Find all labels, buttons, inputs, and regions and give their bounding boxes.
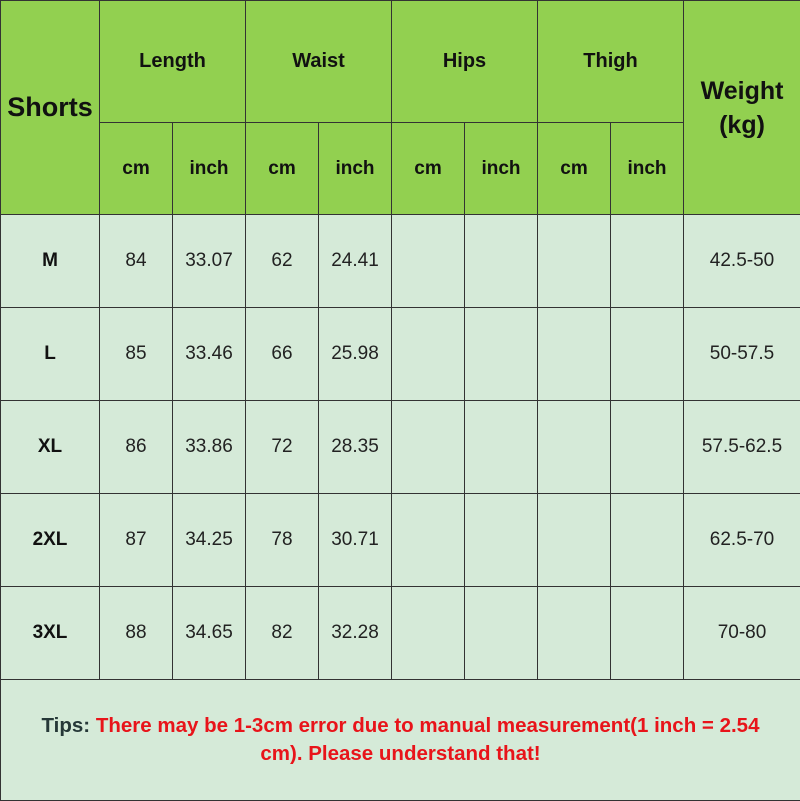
weight-cell: 42.5-50 [684, 215, 800, 308]
unit-header: cm [538, 123, 611, 215]
measurement-cell: 33.07 [173, 215, 246, 308]
measurement-cell: 33.46 [173, 308, 246, 401]
measurement-cell: 88 [100, 587, 173, 680]
measurement-cell [538, 494, 611, 587]
weight-cell: 70-80 [684, 587, 800, 680]
measurement-cell [465, 308, 538, 401]
thigh-header: Thigh [538, 1, 684, 123]
size-cell: L [1, 308, 100, 401]
measurement-cell [538, 308, 611, 401]
waist-header: Waist [246, 1, 392, 123]
measurement-cell [465, 215, 538, 308]
size-cell: M [1, 215, 100, 308]
length-header: Length [100, 1, 246, 123]
measurement-cell: 62 [246, 215, 319, 308]
unit-header: inch [319, 123, 392, 215]
measurement-cell [611, 587, 684, 680]
measurement-cell [392, 308, 465, 401]
weight-label: Weight [684, 74, 800, 108]
measurement-cell: 66 [246, 308, 319, 401]
measurement-cell [465, 401, 538, 494]
measurement-cell: 84 [100, 215, 173, 308]
measurement-cell [538, 215, 611, 308]
measurement-cell [538, 587, 611, 680]
weight-header: Weight (kg) [684, 1, 800, 215]
measurement-cell: 78 [246, 494, 319, 587]
unit-header: cm [246, 123, 319, 215]
measurement-cell [611, 308, 684, 401]
measurement-cell: 72 [246, 401, 319, 494]
unit-header: cm [100, 123, 173, 215]
measurement-cell: 34.65 [173, 587, 246, 680]
measurement-cell: 32.28 [319, 587, 392, 680]
weight-cell: 62.5-70 [684, 494, 800, 587]
measurement-cell [611, 401, 684, 494]
category-header: Shorts [1, 1, 100, 215]
measurement-cell: 25.98 [319, 308, 392, 401]
measurement-cell: 85 [100, 308, 173, 401]
measurement-cell [465, 587, 538, 680]
unit-header: inch [465, 123, 538, 215]
unit-header: inch [611, 123, 684, 215]
weight-unit: (kg) [684, 108, 800, 142]
measurement-cell [465, 494, 538, 587]
tips-label: Tips: [42, 714, 91, 737]
measurement-cell [392, 587, 465, 680]
weight-cell: 50-57.5 [684, 308, 800, 401]
hips-header: Hips [392, 1, 538, 123]
measurement-cell [392, 215, 465, 308]
measurement-cell: 34.25 [173, 494, 246, 587]
size-cell: 3XL [1, 587, 100, 680]
tips-text: There may be 1-3cm error due to manual m… [96, 714, 760, 765]
size-cell: XL [1, 401, 100, 494]
unit-header: cm [392, 123, 465, 215]
measurement-cell: 86 [100, 401, 173, 494]
measurement-cell: 28.35 [319, 401, 392, 494]
measurement-cell: 24.41 [319, 215, 392, 308]
measurement-cell: 30.71 [319, 494, 392, 587]
measurement-cell: 33.86 [173, 401, 246, 494]
measurement-cell [392, 401, 465, 494]
size-cell: 2XL [1, 494, 100, 587]
weight-cell: 57.5-62.5 [684, 401, 800, 494]
measurement-cell [611, 215, 684, 308]
measurement-cell: 87 [100, 494, 173, 587]
measurement-cell [392, 494, 465, 587]
measurement-cell [538, 401, 611, 494]
tips-note: Tips: There may be 1-3cm error due to ma… [1, 680, 800, 801]
measurement-cell: 82 [246, 587, 319, 680]
measurement-cell [611, 494, 684, 587]
unit-header: inch [173, 123, 246, 215]
